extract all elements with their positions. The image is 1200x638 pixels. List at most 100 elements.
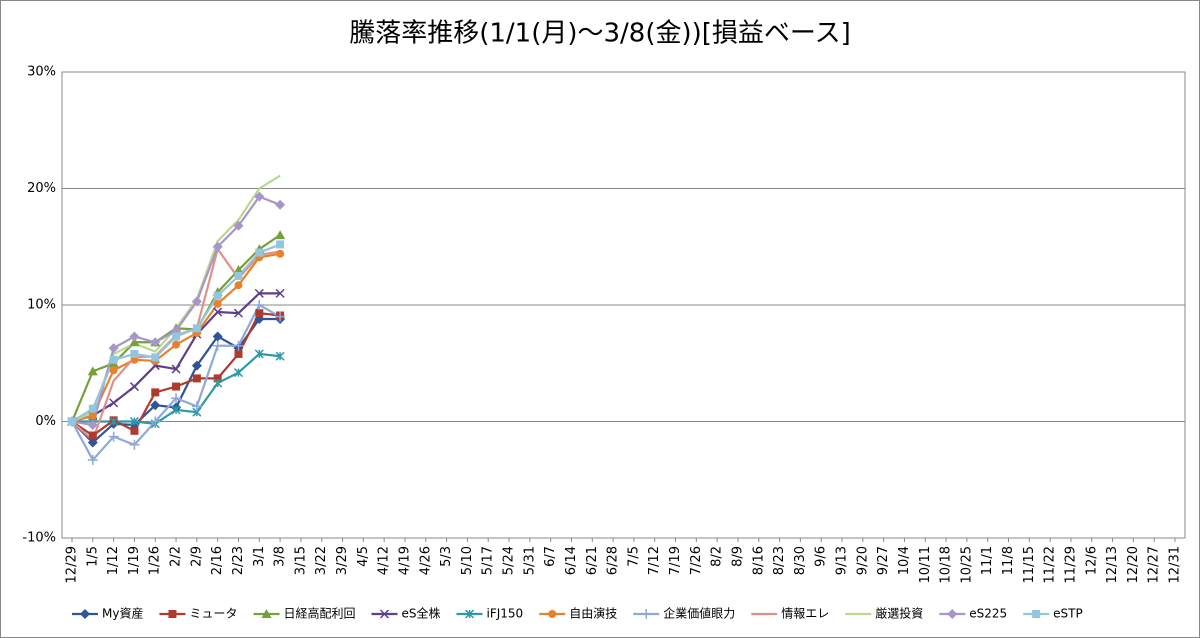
marker xyxy=(261,609,272,618)
marker xyxy=(88,431,97,440)
x-tick-label: 9/27 xyxy=(876,546,891,575)
marker xyxy=(213,307,223,317)
x-tick-label: 8/16 xyxy=(751,546,766,575)
x-tick-label: 12/29 xyxy=(65,546,80,583)
x-tick-label: 10/4 xyxy=(897,546,912,575)
x-tick-label: 11/22 xyxy=(1043,546,1058,583)
x-tick-label: 5/31 xyxy=(522,546,537,575)
x-tick-label: 6/14 xyxy=(564,546,579,575)
marker xyxy=(129,331,140,342)
x-tick-label: 5/10 xyxy=(460,546,475,575)
x-tick-label: 11/1 xyxy=(980,546,995,575)
x-tick-label: 12/31 xyxy=(1168,546,1183,583)
x-tick-label: 10/11 xyxy=(918,546,933,583)
marker xyxy=(275,230,286,240)
x-tick-label: 3/8 xyxy=(273,546,288,567)
x-tick-label: 12/6 xyxy=(1084,546,1099,575)
marker xyxy=(548,610,557,618)
x-tick-label: 12/20 xyxy=(1126,546,1141,583)
marker xyxy=(129,382,139,392)
marker xyxy=(233,368,244,378)
marker xyxy=(233,308,244,318)
marker xyxy=(109,398,119,408)
marker xyxy=(151,353,160,362)
x-tick-label: 1/5 xyxy=(85,546,100,567)
x-tick-label: 4/5 xyxy=(356,546,371,567)
x-tick-label: 12/27 xyxy=(1147,546,1162,583)
x-tick-label: 7/5 xyxy=(626,546,641,567)
x-tick-label: 9/6 xyxy=(814,546,829,567)
x-tick-label: 8/30 xyxy=(793,546,808,575)
marker xyxy=(109,366,118,375)
marker xyxy=(275,311,286,322)
marker xyxy=(87,419,98,430)
marker xyxy=(172,332,181,341)
marker xyxy=(130,426,139,435)
marker xyxy=(191,296,202,307)
legend-label: eS225 xyxy=(969,607,1007,621)
marker xyxy=(234,349,243,358)
legend-label: 厳選投資 xyxy=(875,606,923,621)
x-tick-label: 11/8 xyxy=(1001,546,1016,575)
marker xyxy=(276,249,285,258)
x-tick-label: 5/17 xyxy=(481,546,496,575)
legend-label: ミュータ xyxy=(189,607,237,621)
marker xyxy=(150,416,161,427)
marker xyxy=(212,340,223,351)
marker xyxy=(234,271,243,280)
chart-title: 騰落率推移(1/1(月)～3/8(金))[損益ベース] xyxy=(349,19,851,49)
legend-label: My資産 xyxy=(102,606,143,621)
legend-label: 自由演技 xyxy=(569,606,617,621)
x-tick-label: 3/15 xyxy=(293,546,308,575)
marker xyxy=(1032,610,1041,618)
x-tick-label: 11/15 xyxy=(1022,546,1037,583)
x-tick-label: 9/13 xyxy=(835,546,850,575)
y-tick-label: 30% xyxy=(27,65,56,80)
marker xyxy=(233,220,244,231)
x-tick-label: 4/12 xyxy=(377,546,392,575)
x-tick-label: 7/12 xyxy=(647,546,662,575)
marker xyxy=(213,374,222,383)
marker xyxy=(109,416,119,427)
marker xyxy=(129,416,139,427)
marker xyxy=(276,240,285,249)
marker xyxy=(68,417,76,426)
marker xyxy=(130,349,139,358)
legend-label: eS全株 xyxy=(402,606,441,621)
marker xyxy=(172,382,181,391)
legend-label: 日経高配利回 xyxy=(283,606,355,621)
marker xyxy=(88,404,97,413)
x-tick-label: 1/26 xyxy=(148,546,163,575)
marker xyxy=(88,411,97,420)
marker xyxy=(108,343,119,354)
legend-label: eSTP xyxy=(1053,607,1083,621)
marker xyxy=(234,281,243,290)
x-tick-label: 11/29 xyxy=(1063,546,1078,583)
x-tick-label: 8/2 xyxy=(710,546,725,567)
marker xyxy=(212,331,223,342)
marker xyxy=(80,609,90,619)
marker xyxy=(464,609,475,619)
x-tick-label: 3/29 xyxy=(335,546,350,575)
marker xyxy=(191,360,202,371)
marker xyxy=(129,439,140,450)
legend-label: 企業価値眼力 xyxy=(663,606,735,621)
x-tick-label: 3/22 xyxy=(314,546,329,575)
x-tick-label: 1/19 xyxy=(127,546,142,575)
x-tick-label: 2/9 xyxy=(189,546,204,567)
x-tick-label: 2/2 xyxy=(169,546,184,567)
marker xyxy=(254,288,264,298)
marker xyxy=(254,191,265,202)
marker xyxy=(172,340,181,349)
x-tick-label: 5/3 xyxy=(439,546,454,567)
legend-label: 情報エレ xyxy=(781,607,829,621)
y-tick-label: 20% xyxy=(27,181,56,196)
marker xyxy=(233,340,244,351)
x-tick-label: 5/24 xyxy=(502,546,517,575)
marker xyxy=(233,265,244,275)
marker xyxy=(641,609,652,619)
marker xyxy=(168,610,177,618)
x-tick-label: 2/23 xyxy=(231,546,246,575)
x-tick-label: 6/28 xyxy=(606,546,621,575)
